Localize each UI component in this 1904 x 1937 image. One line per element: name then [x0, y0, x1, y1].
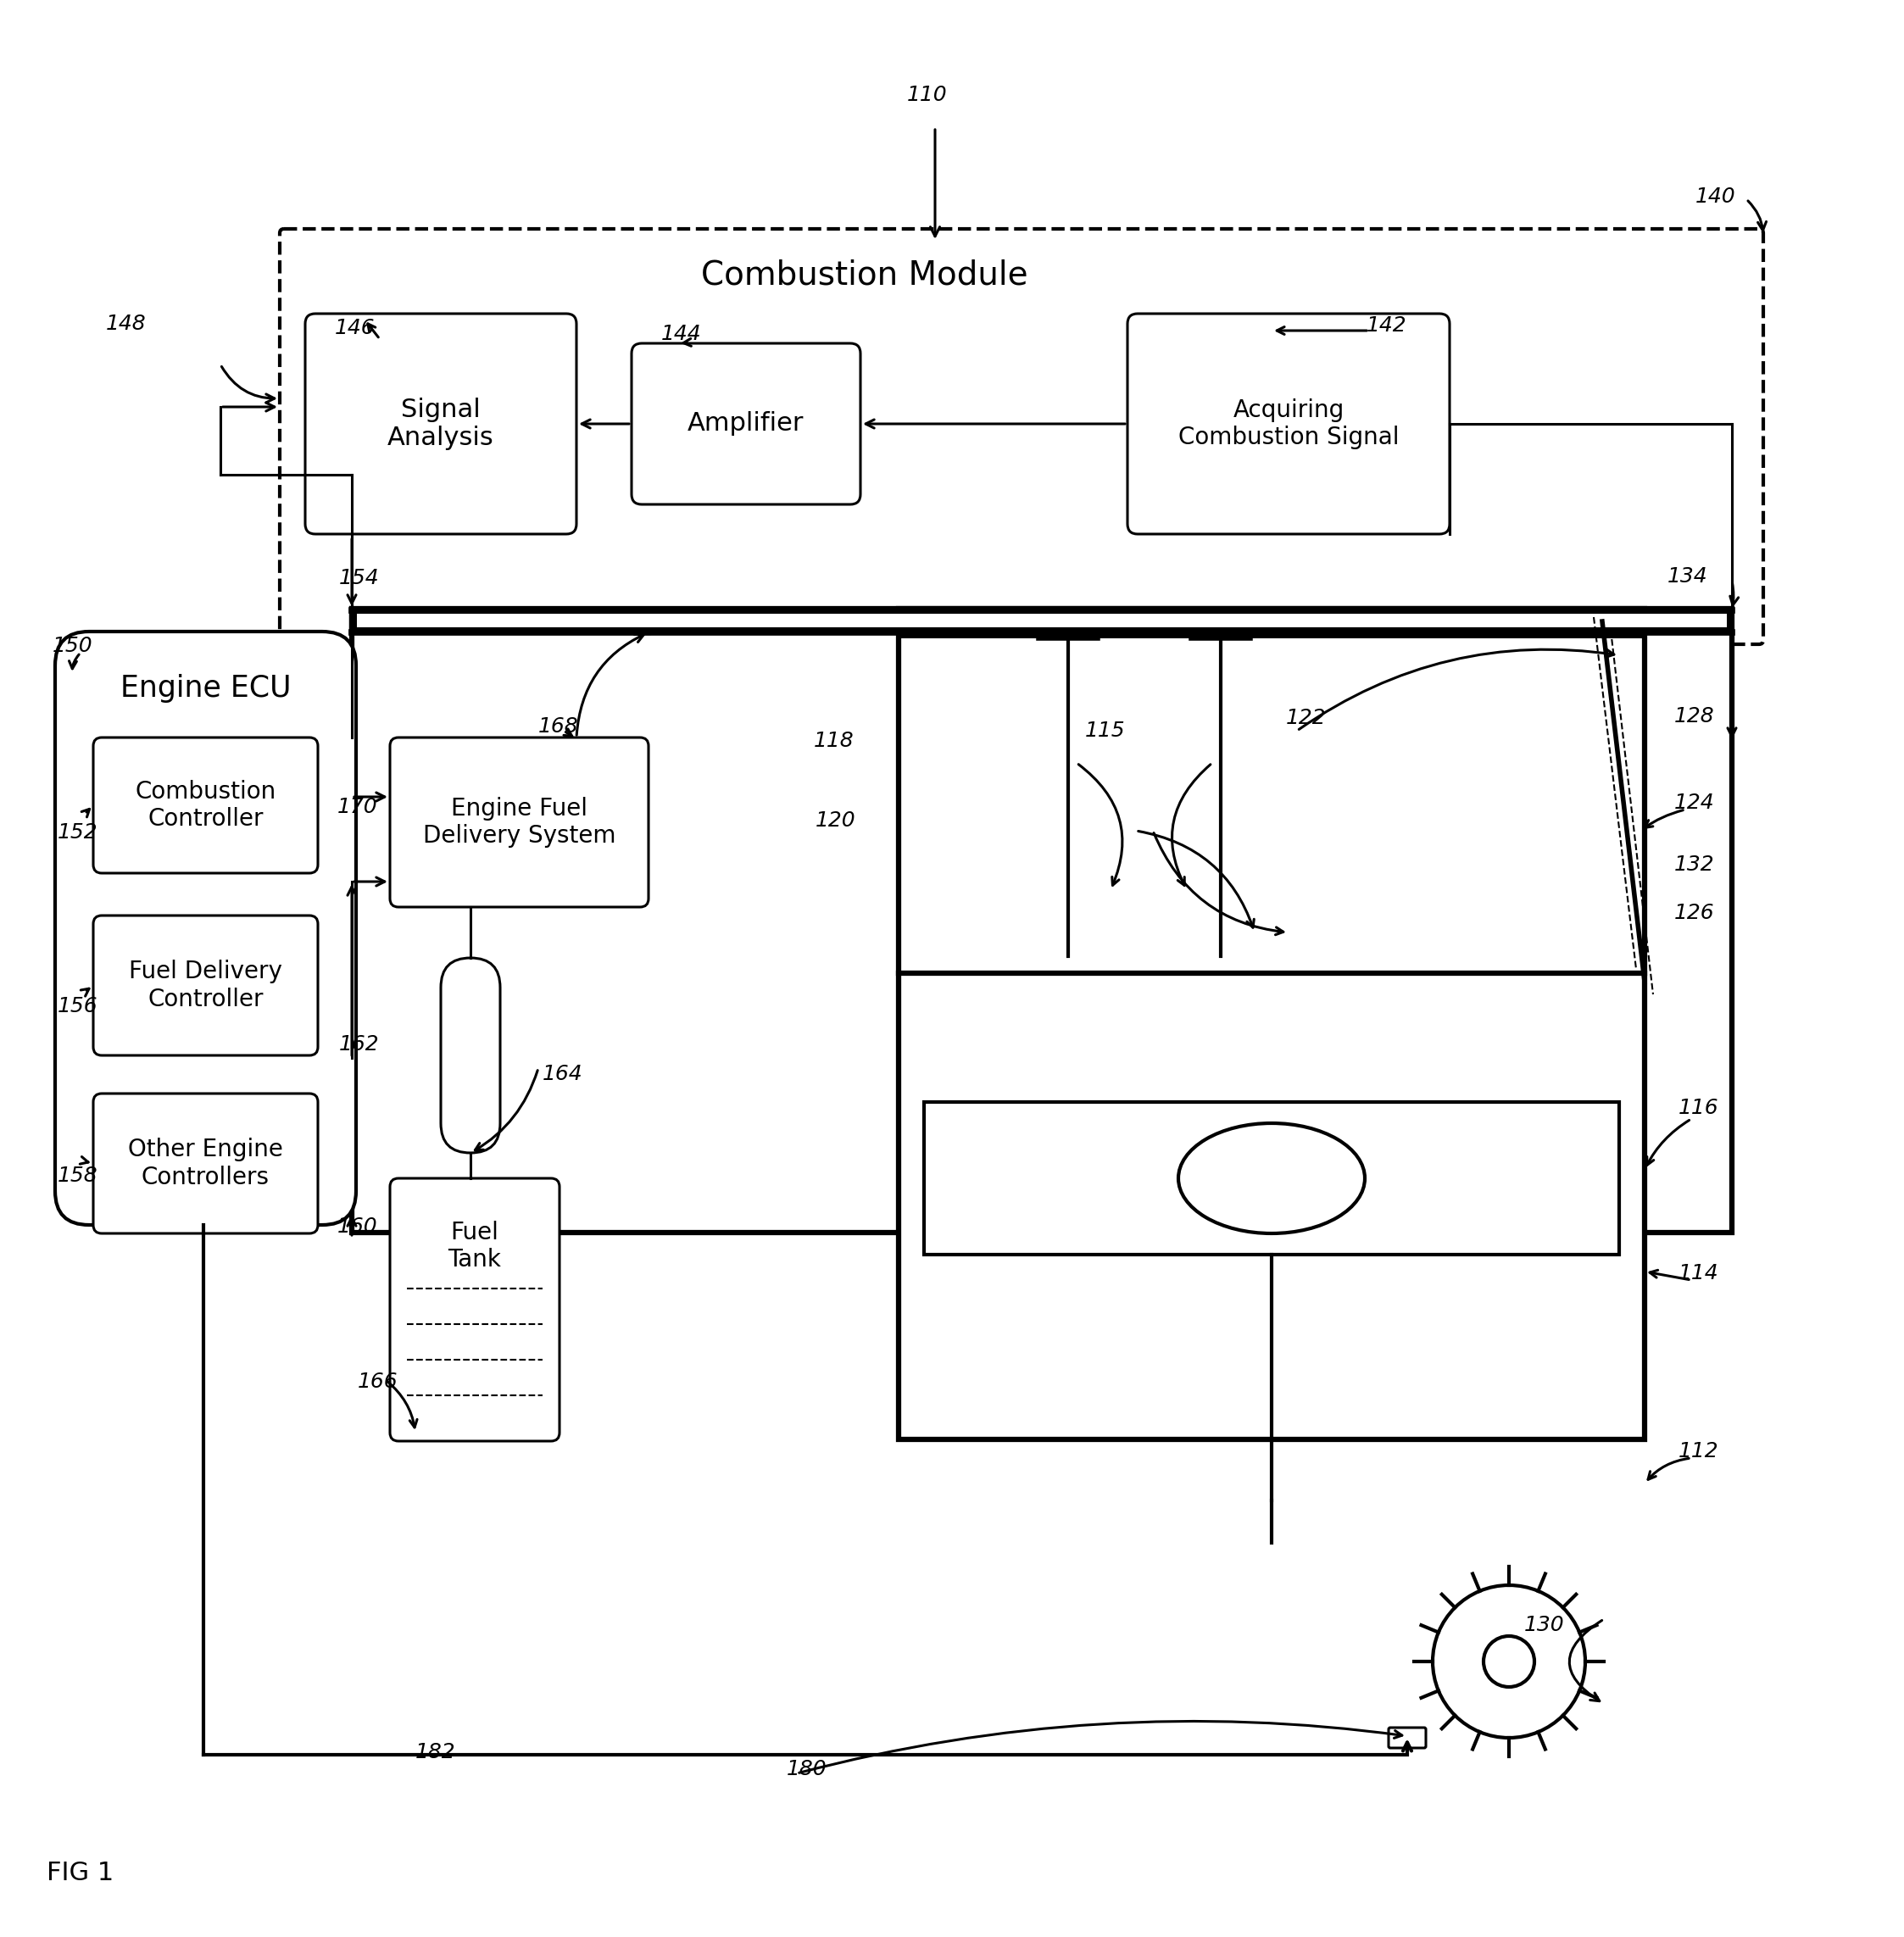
Text: 168: 168 [539, 717, 579, 736]
Text: Acquiring
Combustion Signal: Acquiring Combustion Signal [1179, 399, 1399, 449]
Text: 170: 170 [337, 796, 377, 817]
Text: 148: 148 [107, 314, 147, 333]
FancyBboxPatch shape [55, 631, 356, 1224]
FancyBboxPatch shape [390, 738, 649, 907]
Text: 122: 122 [1285, 707, 1327, 728]
Text: 110: 110 [906, 85, 948, 105]
Text: 150: 150 [53, 635, 93, 657]
Text: Engine Fuel
Delivery System: Engine Fuel Delivery System [423, 796, 615, 848]
Text: Other Engine
Controllers: Other Engine Controllers [128, 1137, 284, 1189]
Text: 180: 180 [786, 1759, 826, 1780]
Text: 140: 140 [1695, 186, 1736, 207]
FancyBboxPatch shape [305, 314, 577, 535]
Text: 120: 120 [815, 810, 857, 831]
Text: 156: 156 [57, 996, 97, 1017]
FancyBboxPatch shape [1127, 314, 1449, 535]
Bar [899, 608, 1645, 639]
Bar [899, 608, 1645, 1439]
Text: 182: 182 [415, 1741, 455, 1763]
Text: Amplifier: Amplifier [687, 411, 803, 436]
Text: 146: 146 [335, 318, 375, 339]
Text: 126: 126 [1674, 903, 1716, 924]
Text: 144: 144 [661, 323, 701, 345]
FancyBboxPatch shape [93, 738, 318, 874]
FancyBboxPatch shape [280, 229, 1763, 645]
FancyBboxPatch shape [390, 1178, 560, 1441]
Text: 116: 116 [1679, 1098, 1719, 1118]
Text: Engine ECU: Engine ECU [120, 674, 291, 703]
Bar [923, 1102, 1618, 1255]
Text: 112: 112 [1679, 1441, 1719, 1460]
Text: 130: 130 [1525, 1615, 1565, 1635]
Bar [352, 608, 1733, 1232]
Text: 128: 128 [1674, 707, 1716, 726]
Ellipse shape [1179, 1123, 1365, 1234]
Text: 142: 142 [1367, 316, 1407, 335]
Text: 154: 154 [339, 568, 379, 589]
Text: 166: 166 [358, 1371, 398, 1393]
Text: Fuel
Tank: Fuel Tank [447, 1220, 501, 1273]
Text: Signal
Analysis: Signal Analysis [388, 397, 495, 451]
FancyBboxPatch shape [442, 959, 501, 1153]
Text: Fuel Delivery
Controller: Fuel Delivery Controller [129, 961, 282, 1011]
Text: 152: 152 [57, 823, 97, 843]
Text: 162: 162 [339, 1034, 379, 1054]
FancyBboxPatch shape [93, 1094, 318, 1234]
Text: 132: 132 [1674, 854, 1716, 876]
FancyBboxPatch shape [93, 916, 318, 1056]
Text: Combustion
Controller: Combustion Controller [135, 781, 276, 831]
Text: 115: 115 [1085, 721, 1125, 740]
Text: 134: 134 [1668, 566, 1708, 587]
FancyBboxPatch shape [632, 343, 861, 504]
Text: 160: 160 [337, 1216, 377, 1238]
Text: 158: 158 [57, 1166, 97, 1185]
Text: FIG 1: FIG 1 [46, 1861, 114, 1885]
Text: 164: 164 [543, 1063, 583, 1085]
Bar [352, 608, 1733, 631]
FancyBboxPatch shape [1388, 1728, 1426, 1747]
Text: 124: 124 [1674, 792, 1716, 814]
Text: Combustion Module: Combustion Module [701, 258, 1028, 291]
Text: 118: 118 [813, 730, 855, 752]
Bar [356, 614, 1727, 628]
Text: 114: 114 [1679, 1263, 1719, 1284]
